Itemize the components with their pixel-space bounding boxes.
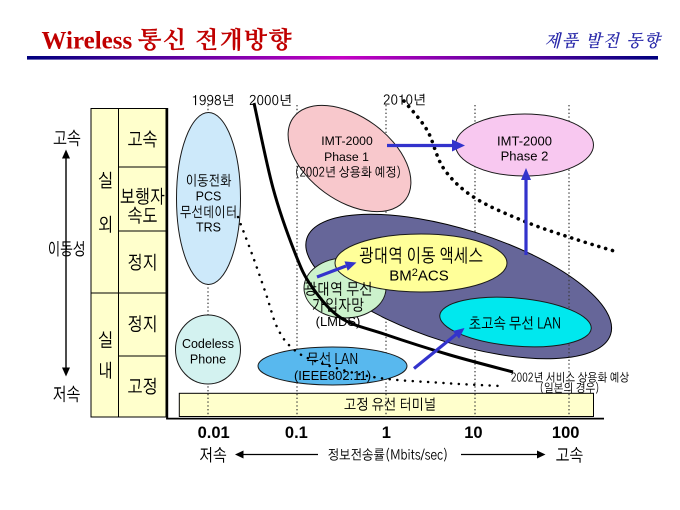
svg-text:BM2ACS: BM2ACS xyxy=(389,267,448,285)
svg-text:Phase 1: Phase 1 xyxy=(324,150,369,164)
svg-text:0.01: 0.01 xyxy=(198,424,230,442)
svg-text:Phone: Phone xyxy=(190,353,226,367)
svg-text:100: 100 xyxy=(552,424,580,442)
svg-text:IMT-2000: IMT-2000 xyxy=(497,134,552,149)
svg-text:Wireless: Wireless xyxy=(42,28,133,55)
svg-text:IMT-2000: IMT-2000 xyxy=(321,134,373,148)
svg-text:Phase 2: Phase 2 xyxy=(501,149,549,164)
svg-text:(IEEE802.11): (IEEE802.11) xyxy=(294,368,371,383)
svg-text:TRS: TRS xyxy=(196,221,221,235)
svg-text:0.1: 0.1 xyxy=(285,424,308,442)
svg-text:1: 1 xyxy=(382,424,391,442)
svg-text:Codeless: Codeless xyxy=(182,337,234,351)
svg-text:10: 10 xyxy=(464,424,482,442)
svg-text:PCS: PCS xyxy=(196,190,222,204)
svg-text:(LMDS): (LMDS) xyxy=(316,314,361,329)
